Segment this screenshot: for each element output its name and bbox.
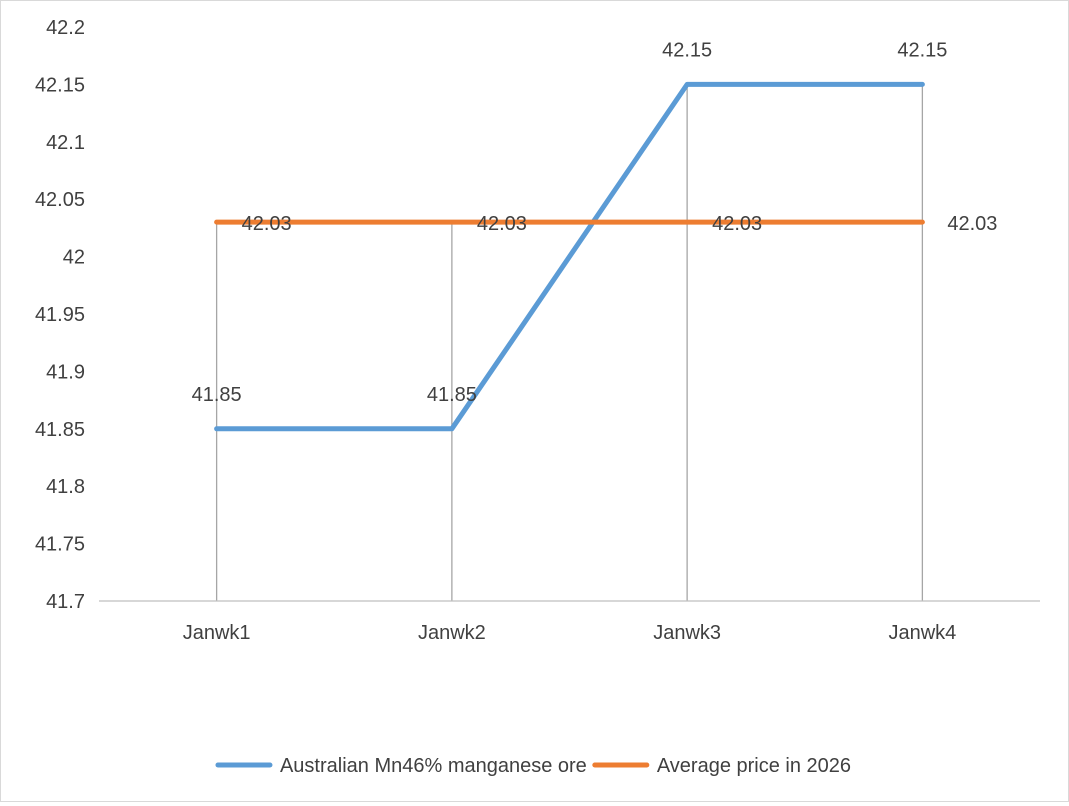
y-tick-label: 41.8 (46, 476, 85, 498)
data-label: 42.15 (662, 39, 712, 61)
legend-label: Average price in 2026 (657, 755, 851, 777)
y-tick-label: 41.7 (46, 591, 85, 613)
data-label: 42.03 (947, 213, 997, 235)
y-tick-label: 42.2 (46, 17, 85, 39)
x-axis: Janwk1 Janwk2 Janwk3 Janwk4 (99, 600, 1040, 644)
legend: Australian Mn46% manganese ore Average pr… (215, 755, 851, 777)
y-tick-label: 41.9 (46, 361, 85, 383)
data-label: 42.03 (712, 213, 762, 235)
series-lines (214, 81, 925, 432)
x-tick-label: Janwk4 (888, 622, 956, 644)
legend-item-1: Australian Mn46% manganese ore (215, 755, 587, 777)
data-labels: 41.85 41.85 42.15 42.15 42.03 42.03 42.03 42.03 (192, 39, 998, 405)
data-label: 42.03 (242, 213, 292, 235)
y-tick-label: 41.85 (35, 419, 85, 441)
y-tick-label: 41.75 (35, 534, 85, 556)
y-axis: 41.7 41.75 41.8 41.85 41.9 41.95 42 42.05 42.1 42… (35, 17, 85, 613)
data-label: 41.85 (192, 384, 242, 406)
drop-lines (215, 84, 924, 601)
legend-item-2: Average price in 2026 (592, 755, 851, 777)
y-tick-label: 41.95 (35, 304, 85, 326)
y-tick-label: 42 (63, 247, 85, 269)
y-tick-label: 42.05 (35, 189, 85, 211)
y-tick-label: 42.1 (46, 132, 85, 154)
series-line-1 (214, 81, 925, 432)
x-tick-label: Janwk2 (418, 622, 486, 644)
data-label: 42.15 (897, 39, 947, 61)
data-label: 42.03 (477, 213, 527, 235)
x-tick-label: Janwk3 (653, 622, 721, 644)
data-label: 41.85 (427, 384, 477, 406)
y-tick-label: 42.15 (35, 74, 85, 96)
x-tick-label: Janwk1 (183, 622, 251, 644)
legend-label: Australian Mn46% manganese ore (280, 755, 587, 777)
